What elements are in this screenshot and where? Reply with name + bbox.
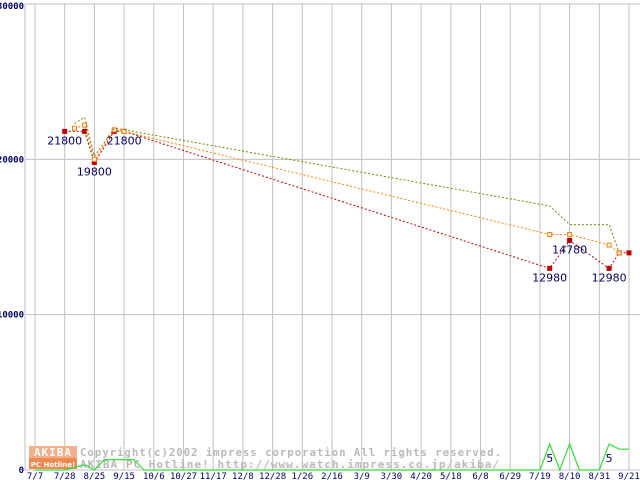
logo-bottom-text: PC Hotline! bbox=[31, 461, 75, 469]
data-label: 12980 bbox=[592, 271, 627, 284]
avg-price-marker bbox=[567, 232, 573, 238]
series-layer bbox=[35, 116, 632, 472]
x-tick-label: 5/18 bbox=[440, 472, 462, 480]
avg-price-marker bbox=[111, 127, 117, 133]
copyright-line: Copyright(c)2002 impress corporation All… bbox=[80, 446, 502, 459]
y-tick-label: 0 bbox=[19, 466, 24, 476]
data-label: 5 bbox=[606, 452, 613, 465]
x-tick-label: 10/27 bbox=[170, 472, 197, 480]
avg-price-marker bbox=[91, 156, 97, 162]
x-tick-label: 8/25 bbox=[84, 472, 106, 480]
x-tick-label: 1/26 bbox=[291, 472, 313, 480]
data-label: 14780 bbox=[552, 243, 587, 256]
avg-price-marker bbox=[72, 125, 78, 131]
x-tick-label: 7/28 bbox=[54, 472, 76, 480]
data-label: 5 bbox=[546, 452, 553, 465]
x-tick-label: 8/10 bbox=[559, 472, 581, 480]
x-axis-ticks: 7/7 7/28 8/25 9/15 10/6 10/27 11/17 12/8 12/28 1/… bbox=[27, 472, 640, 480]
x-tick-label: 12/28 bbox=[259, 472, 286, 480]
avg-price-line bbox=[74, 124, 620, 254]
x-tick-label: 4/20 bbox=[410, 472, 432, 480]
x-tick-label: 3/9 bbox=[354, 472, 370, 480]
avg-price-marker bbox=[606, 242, 612, 248]
x-tick-label: 11/17 bbox=[200, 472, 227, 480]
y-axis-ticks: 0 10000 20000 30000 bbox=[0, 2, 24, 476]
x-tick-label: 6/8 bbox=[472, 472, 488, 480]
min-price-marker bbox=[626, 250, 632, 256]
logo-top-text: AKIBA bbox=[34, 446, 72, 459]
x-tick-label: 2/16 bbox=[321, 472, 343, 480]
x-tick-label: 9/21 bbox=[618, 472, 640, 480]
x-tick-label: 10/6 bbox=[143, 472, 165, 480]
data-label: 12980 bbox=[532, 271, 567, 284]
min-price-marker bbox=[567, 237, 573, 243]
url-line: AKIBA PC Hotline! http://www.watch.impre… bbox=[80, 458, 500, 471]
x-tick-label: 9/15 bbox=[113, 472, 135, 480]
x-tick-label: 7/7 bbox=[27, 472, 43, 480]
y-tick-label: 20000 bbox=[0, 155, 24, 165]
min-price-marker bbox=[547, 265, 553, 271]
x-tick-label: 7/19 bbox=[529, 472, 551, 480]
x-tick-label: 12/8 bbox=[232, 472, 254, 480]
data-labels: 21800 19800 21800 12980 14780 12980 5 5 bbox=[47, 134, 626, 465]
grid bbox=[24, 3, 640, 471]
shop-count-line bbox=[35, 442, 629, 472]
data-label: 21800 bbox=[107, 134, 142, 147]
x-tick-label: 8/31 bbox=[588, 472, 610, 480]
x-tick-label: 6/29 bbox=[499, 472, 521, 480]
y-tick-label: 30000 bbox=[0, 2, 24, 12]
data-label: 19800 bbox=[77, 165, 112, 178]
max-price-line bbox=[74, 116, 620, 254]
min-price-marker bbox=[606, 265, 612, 271]
y-tick-label: 10000 bbox=[0, 311, 24, 321]
data-label: 21800 bbox=[47, 134, 82, 147]
min-price-line bbox=[64, 130, 629, 270]
watermark: AKIBA PC Hotline! Copyright(c)2002 impre… bbox=[29, 446, 502, 471]
logo-bottom-bg bbox=[29, 458, 77, 469]
avg-price-marker bbox=[547, 232, 553, 238]
x-tick-label: 3/30 bbox=[381, 472, 403, 480]
avg-price-marker bbox=[82, 122, 88, 128]
min-price-marker bbox=[62, 128, 68, 134]
logo-top-bg bbox=[29, 446, 77, 458]
